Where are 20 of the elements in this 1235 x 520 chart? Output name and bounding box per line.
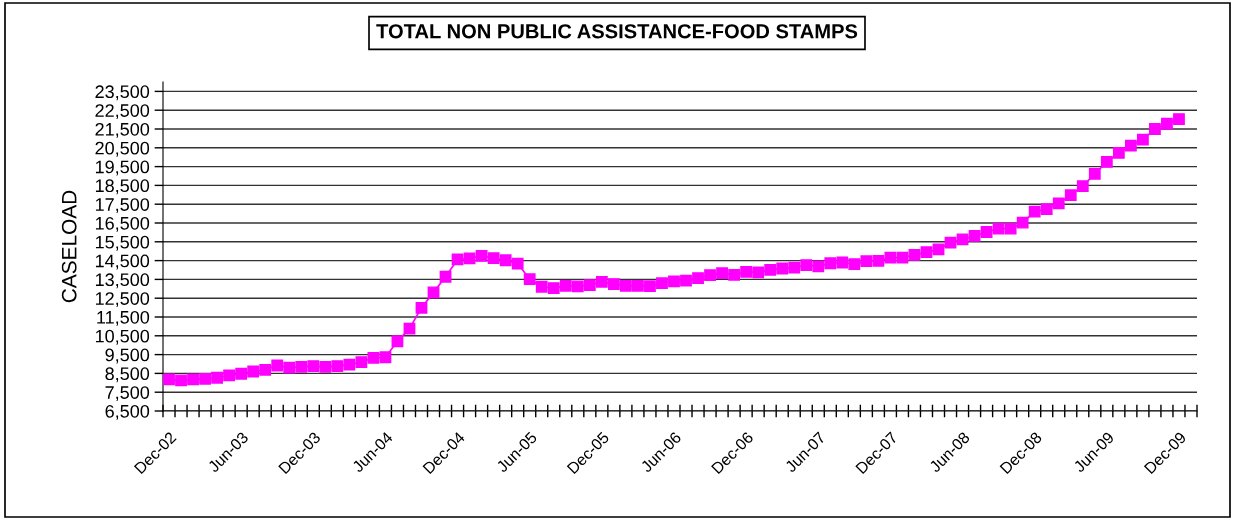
y-tick-label: 19,500 <box>95 160 150 176</box>
y-axis-title: CASELOAD <box>61 190 77 303</box>
y-tick-label: 23,500 <box>95 85 150 101</box>
y-tick-label: 21,500 <box>95 122 150 138</box>
y-tick-label: 20,500 <box>95 141 150 157</box>
y-tick-label: 16,500 <box>95 216 150 232</box>
y-tick-label: 10,500 <box>95 329 150 345</box>
y-tick-label: 12,500 <box>95 292 150 308</box>
y-tick-label: 15,500 <box>95 235 150 251</box>
chart-title: TOTAL NON PUBLIC ASSISTANCE-FOOD STAMPS <box>376 24 858 39</box>
y-tick-label: 9,500 <box>105 348 150 364</box>
y-tick-label: 22,500 <box>95 104 150 120</box>
y-tick-label: 17,500 <box>95 198 150 214</box>
y-tick-label: 14,500 <box>95 254 150 270</box>
y-tick-label: 6,500 <box>105 404 150 420</box>
y-tick-label: 18,500 <box>95 179 150 195</box>
y-tick-label: 13,500 <box>95 273 150 289</box>
y-tick-label: 11,500 <box>97 310 150 326</box>
y-tick-label: 7,500 <box>105 386 150 402</box>
y-tick-label: 8,500 <box>105 367 150 383</box>
